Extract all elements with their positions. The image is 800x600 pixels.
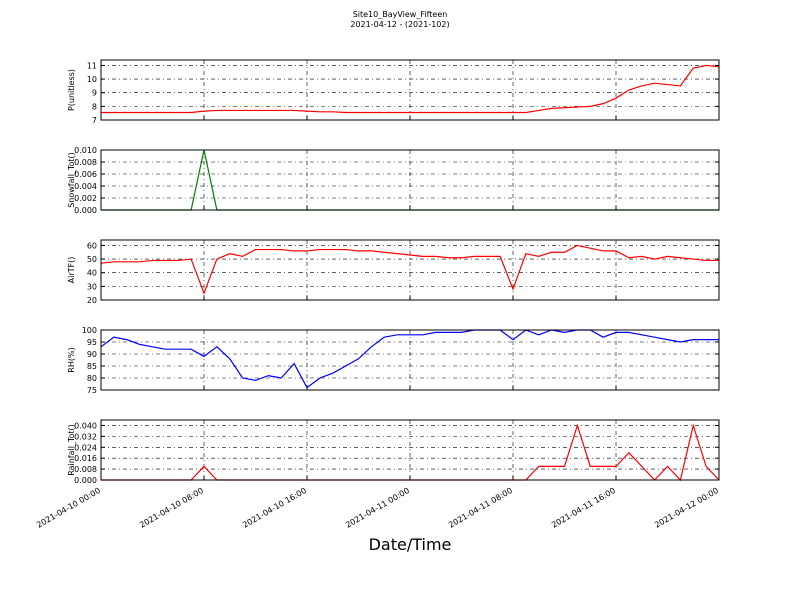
y-tick-label: 100	[82, 326, 97, 335]
y-tick-label: 0.004	[74, 182, 97, 191]
y-tick-label: 0.016	[74, 454, 97, 463]
x-tick-label: 2021-04-11 00:00	[344, 486, 411, 530]
y-tick-label: 0.024	[74, 443, 97, 452]
y-tick-label: 0.000	[74, 206, 97, 215]
x-tick-label: 2021-04-12 00:00	[653, 486, 720, 530]
y-tick-label: 0.008	[74, 465, 97, 474]
data-line	[101, 64, 720, 114]
x-tick-label: 2021-04-10 00:00	[35, 486, 102, 530]
y-tick-label: 40	[87, 269, 97, 278]
y-tick-label: 0.008	[74, 158, 97, 167]
x-tick-label: 2021-04-11 08:00	[447, 486, 514, 530]
x-tick-label: 2021-04-11 16:00	[550, 486, 617, 530]
y-tick-label: 85	[87, 362, 97, 371]
plot-frame	[100, 329, 720, 391]
y-tick-label: 0.010	[74, 146, 97, 155]
data-line	[100, 329, 719, 389]
y-axis-label: Snowfall_Tot()	[67, 152, 76, 208]
plot-frame	[100, 419, 720, 481]
y-tick-label: 0.000	[74, 476, 97, 485]
plot-frame	[100, 59, 720, 121]
x-axis-label: Date/Time	[369, 535, 452, 554]
y-tick-label: 20	[87, 296, 97, 305]
chart-title: Site10_BayView_Fifteen	[353, 10, 448, 19]
y-tick-label: 95	[87, 338, 97, 347]
y-tick-label: 0.002	[74, 194, 97, 203]
y-tick-label: 11	[87, 61, 97, 70]
y-tick-label: 30	[87, 282, 97, 291]
y-axis-label: Rainfall_Tot()	[67, 424, 76, 476]
y-tick-label: 0.006	[74, 170, 97, 179]
x-tick-label: 2021-04-10 16:00	[241, 486, 308, 530]
y-tick-label: 7	[92, 116, 97, 125]
chart-subtitle: 2021-04-12 - (2021-102)	[350, 20, 449, 29]
data-line	[100, 244, 719, 295]
y-axis-label: P(unitless)	[67, 69, 76, 111]
y-tick-label: 10	[87, 75, 97, 84]
plot-frame	[100, 149, 720, 211]
y-tick-label: 80	[87, 374, 97, 383]
x-tick-label: 2021-04-10 08:00	[138, 486, 205, 530]
y-tick-label: 75	[87, 386, 97, 395]
y-tick-label: 8	[92, 102, 97, 111]
plot-frame	[100, 239, 720, 301]
y-axis-label: RH(%)	[67, 347, 76, 372]
y-tick-label: 0.040	[74, 421, 97, 430]
y-axis-label: AirTF()	[67, 257, 76, 284]
y-tick-label: 9	[92, 89, 97, 98]
y-tick-label: 90	[87, 350, 97, 359]
y-tick-label: 60	[87, 241, 97, 250]
y-tick-label: 50	[87, 255, 97, 264]
y-tick-label: 0.032	[74, 432, 97, 441]
